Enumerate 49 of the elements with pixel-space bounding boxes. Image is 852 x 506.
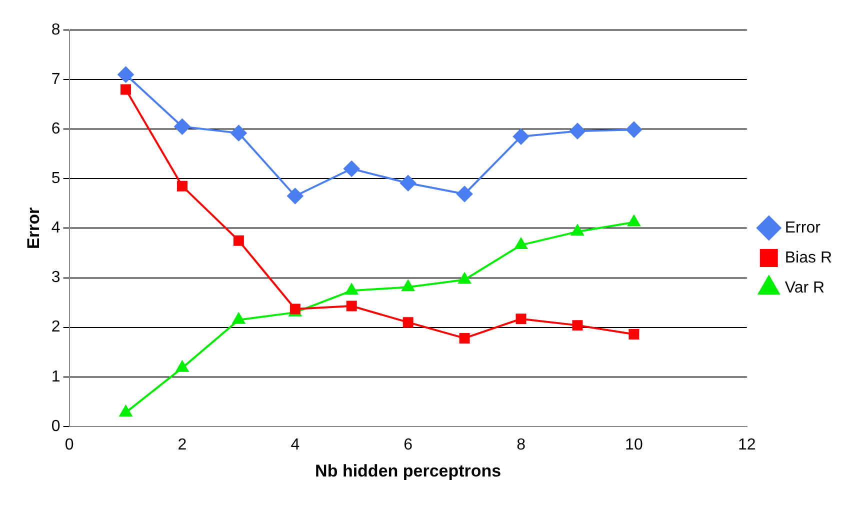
point: [233, 235, 244, 246]
point: [513, 128, 530, 145]
y-tick-label: 7: [51, 70, 60, 88]
point: [287, 188, 304, 204]
x-tick-label: 8: [516, 436, 526, 454]
x-tick-label: 0: [64, 436, 74, 454]
y-tick-label: 8: [51, 21, 60, 38]
point: [232, 312, 245, 324]
point: [514, 238, 528, 250]
point: [458, 272, 471, 284]
y-tick-label: 4: [51, 220, 60, 237]
x-tick-label: 6: [404, 436, 413, 454]
y-tick-label: 2: [51, 318, 60, 336]
point: [176, 180, 188, 192]
legend-label: Bias R: [784, 249, 832, 266]
point: [516, 314, 526, 324]
y-tick-label: 5: [51, 170, 60, 188]
point: [626, 122, 642, 138]
y-tick-label: 3: [51, 269, 60, 286]
point: [571, 224, 584, 236]
y-tick-label: 0: [51, 418, 60, 435]
point: [628, 328, 640, 340]
y-tick-label: 6: [51, 120, 60, 138]
point: [120, 84, 132, 95]
point: [569, 123, 586, 140]
x-axis-title: Nb hidden perceptrons: [315, 461, 502, 480]
point: [120, 406, 132, 417]
point: [456, 186, 473, 202]
point: [402, 317, 414, 328]
y-tick-label: 1: [51, 368, 60, 386]
x-tick-label: 10: [625, 436, 643, 454]
point: [176, 360, 188, 372]
x-tick-label: 4: [290, 436, 300, 454]
point: [346, 300, 357, 312]
y-axis-title: Error: [24, 207, 43, 249]
point: [174, 118, 190, 135]
point: [345, 284, 358, 295]
x-tick-label: 2: [178, 436, 187, 454]
point: [344, 160, 360, 177]
point: [572, 320, 583, 331]
point: [230, 125, 247, 142]
x-tick-label: 12: [738, 436, 756, 454]
point: [400, 175, 416, 192]
point: [402, 280, 414, 292]
point: [459, 332, 470, 344]
point: [118, 66, 134, 83]
point: [628, 215, 640, 226]
legend-label: Error: [784, 219, 822, 236]
legend-label: Var R: [784, 279, 825, 296]
